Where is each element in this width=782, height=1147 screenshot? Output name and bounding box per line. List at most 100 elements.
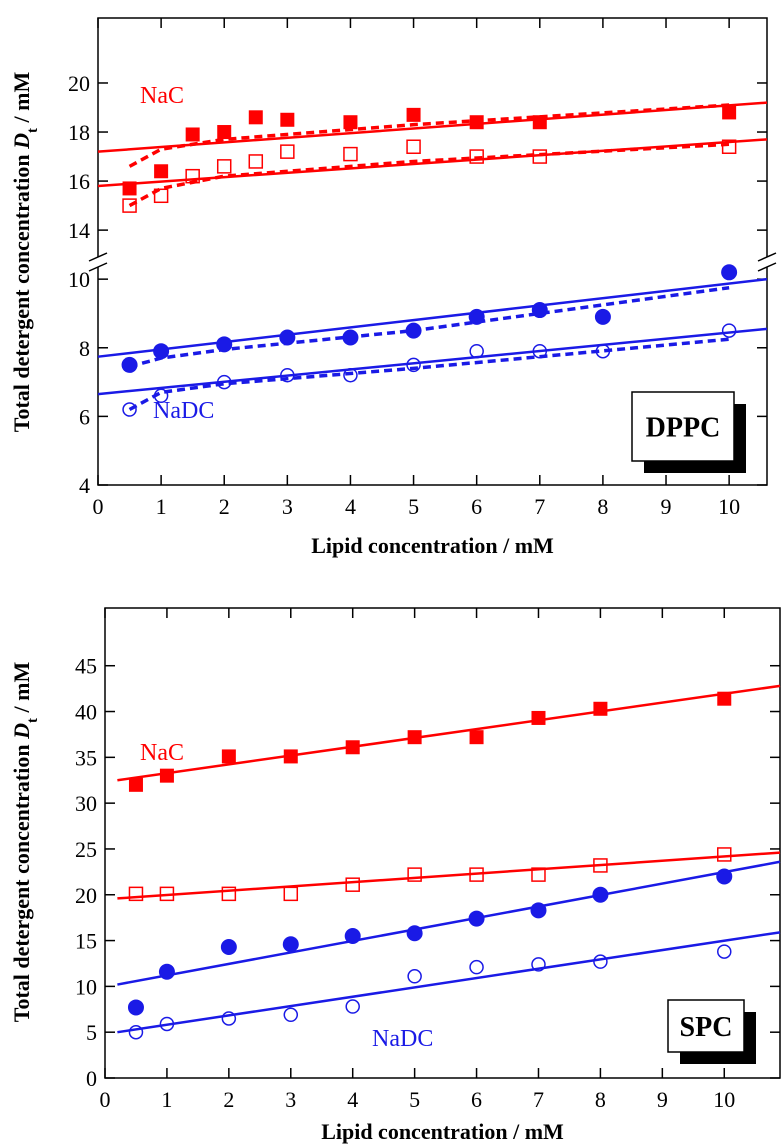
panel-label: SPC <box>680 1012 733 1043</box>
x-tick-label: 8 <box>595 1087 606 1112</box>
data-point <box>593 954 608 969</box>
data-point <box>594 308 611 325</box>
data-point <box>216 159 232 174</box>
axis-break <box>757 252 777 262</box>
x-tick-label: 7 <box>534 494 545 519</box>
y-tick-label: 20 <box>68 71 90 96</box>
data-point <box>593 701 608 716</box>
fit-line <box>97 277 768 358</box>
data-point <box>159 768 174 783</box>
x-tick-label: 3 <box>285 1087 296 1112</box>
data-point <box>722 105 737 120</box>
y-axis-label-subscript: t <box>25 718 41 723</box>
plot-frame <box>97 17 768 486</box>
axis-break <box>88 262 108 272</box>
data-point <box>248 154 264 169</box>
x-tick-label: 2 <box>219 494 230 519</box>
y-tick-label: 4 <box>79 473 90 498</box>
y-tick-label: 25 <box>75 837 97 862</box>
y-axis-label: Total detergent concentration Dt / mM <box>9 72 41 433</box>
data-point <box>153 188 169 204</box>
data-point <box>407 969 422 984</box>
y-tick-label: 8 <box>79 336 90 361</box>
x-tick-label: 10 <box>713 1087 735 1112</box>
axis-break <box>757 262 777 272</box>
x-tick-label: 5 <box>409 1087 420 1112</box>
y-tick-label: 45 <box>75 654 97 679</box>
x-tick-label: 9 <box>661 494 672 519</box>
data-point <box>280 112 295 127</box>
x-axis-label: Lipid concentration / mM <box>321 1119 564 1144</box>
data-point <box>282 936 299 953</box>
fit-line <box>97 327 768 396</box>
y-tick-label: 15 <box>75 929 97 954</box>
y-tick-label: 30 <box>75 791 97 816</box>
fit-line <box>97 101 768 153</box>
x-axis-label: Lipid concentration / mM <box>311 533 554 558</box>
y-axis-label-unit: / mM <box>9 72 34 128</box>
fit-line <box>117 684 781 782</box>
y-tick-label: 16 <box>68 169 90 194</box>
data-point <box>127 999 144 1016</box>
data-point <box>345 877 360 892</box>
data-point <box>345 999 360 1014</box>
y-tick-label: 35 <box>75 745 97 770</box>
y-tick-label: 20 <box>75 883 97 908</box>
y-axis-label-text: Total detergent concentration <box>9 739 34 1022</box>
fit-line <box>117 860 781 986</box>
x-tick-label: 0 <box>93 494 104 519</box>
data-point <box>220 938 237 955</box>
y-axis-label: Total detergent concentration Dt / mM <box>9 662 41 1023</box>
axis-break-gap <box>758 257 776 267</box>
data-point <box>469 730 484 745</box>
data-point <box>154 164 169 179</box>
plot-frame <box>104 607 781 1079</box>
data-point <box>406 139 421 154</box>
data-point <box>283 1007 299 1023</box>
y-tick-label: 0 <box>86 1066 97 1091</box>
annotation: NaC <box>140 740 184 766</box>
y-tick-label: 14 <box>68 218 90 243</box>
x-tick-label: 10 <box>718 494 740 519</box>
x-tick-label: 6 <box>471 494 482 519</box>
x-tick-label: 0 <box>100 1087 111 1112</box>
x-tick-label: 2 <box>223 1087 234 1112</box>
x-tick-label: 9 <box>657 1087 668 1112</box>
data-point <box>721 323 737 338</box>
fit-line <box>128 337 730 412</box>
fit-line <box>129 285 730 369</box>
y-tick-label: 18 <box>68 120 90 145</box>
fit-line <box>97 138 768 188</box>
y-tick-label: 6 <box>79 404 90 429</box>
y-axis-label-symbol: D <box>9 723 34 740</box>
data-point <box>248 110 263 125</box>
y-axis-label-unit: / mM <box>9 662 34 718</box>
y-axis-label-symbol: D <box>9 133 34 150</box>
data-point <box>343 146 358 162</box>
data-point <box>717 847 732 862</box>
data-point <box>283 886 299 902</box>
annotation: NaDC <box>372 1026 433 1052</box>
fit-line <box>117 931 781 1034</box>
x-tick-label: 4 <box>347 1087 358 1112</box>
annotation: NaDC <box>153 398 214 424</box>
fit-line <box>128 103 730 168</box>
x-tick-label: 8 <box>597 494 608 519</box>
y-tick-label: 5 <box>86 1020 97 1045</box>
label-box <box>631 391 735 462</box>
data-point <box>343 115 358 130</box>
x-tick-label: 4 <box>345 494 356 519</box>
data-point <box>185 127 200 142</box>
x-tick-label: 1 <box>161 1087 172 1112</box>
fit-line <box>128 142 730 208</box>
data-point <box>721 264 738 281</box>
data-point <box>531 710 546 725</box>
data-point <box>217 125 232 140</box>
data-point <box>221 749 236 764</box>
data-point <box>153 343 170 360</box>
data-point <box>128 777 143 792</box>
panel-label: DPPC <box>646 413 721 444</box>
y-tick-label: 40 <box>75 700 97 725</box>
y-axis-label-text: Total detergent concentration <box>9 149 34 432</box>
x-tick-label: 1 <box>156 494 167 519</box>
